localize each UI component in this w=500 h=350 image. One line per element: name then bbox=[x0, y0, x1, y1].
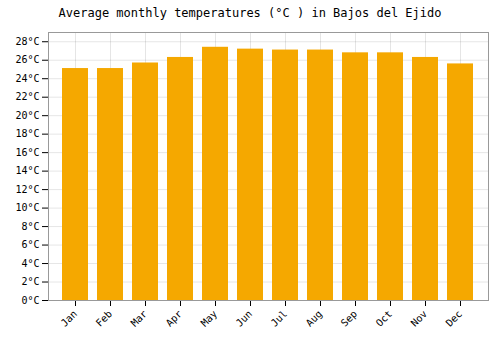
svg-text:22°C: 22°C bbox=[15, 91, 39, 102]
svg-text:12°C: 12°C bbox=[15, 184, 39, 195]
html-text:Average monthly temperatures (: Average monthly temperatures (°C ) in Ba… bbox=[58, 6, 442, 20]
svg-text:Dec: Dec bbox=[444, 308, 465, 329]
svg-text:Oct: Oct bbox=[374, 308, 395, 329]
svg-text:Jan: Jan bbox=[59, 308, 80, 329]
svg-text:8°C: 8°C bbox=[21, 221, 39, 232]
svg-text:6°C: 6°C bbox=[21, 239, 39, 250]
svg-text:20°C: 20°C bbox=[15, 110, 39, 121]
svg-text:0°C: 0°C bbox=[21, 295, 39, 306]
svg-text:Jul: Jul bbox=[269, 308, 290, 329]
svg-text:Apr: Apr bbox=[164, 308, 185, 329]
svg-text:Sep: Sep bbox=[339, 308, 360, 329]
svg-text:16°C: 16°C bbox=[15, 147, 39, 158]
svg-text:Feb: Feb bbox=[94, 308, 115, 329]
svg-text:Aug: Aug bbox=[304, 308, 325, 329]
svg-text:10°C: 10°C bbox=[15, 202, 39, 213]
svg-text:May: May bbox=[199, 308, 220, 329]
svg-text:4°C: 4°C bbox=[21, 258, 39, 269]
svg-text:18°C: 18°C bbox=[15, 128, 39, 139]
svg-text:14°C: 14°C bbox=[15, 165, 39, 176]
svg-text:Nov: Nov bbox=[409, 308, 430, 329]
svg-text:Mar: Mar bbox=[129, 308, 150, 329]
svg-text:24°C: 24°C bbox=[15, 73, 39, 84]
svg-text:26°C: 26°C bbox=[15, 54, 39, 65]
svg-text:28°C: 28°C bbox=[15, 36, 39, 47]
svg-text:2°C: 2°C bbox=[21, 276, 39, 287]
svg-text:Jun: Jun bbox=[234, 308, 255, 329]
